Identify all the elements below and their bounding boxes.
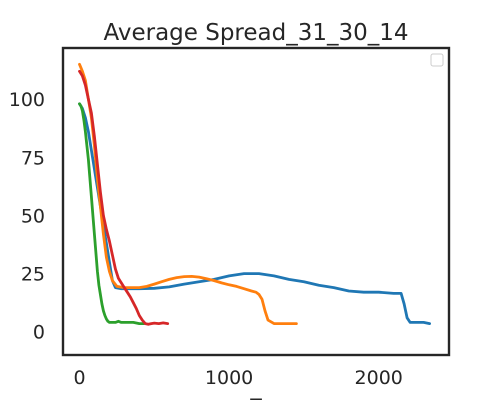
y-tick-label: 25 <box>21 264 45 286</box>
series-line-4 <box>78 69 170 326</box>
x-axis-ticks: 0 1000 2000 <box>73 367 402 389</box>
x-tick-label: 2000 <box>355 367 403 389</box>
x-axis-label: T <box>249 395 262 400</box>
x-tick-label: 1000 <box>205 367 253 389</box>
x-tick-label: 0 <box>73 367 85 389</box>
y-tick-label: 75 <box>21 147 45 169</box>
series-layer <box>78 62 432 326</box>
y-axis-ticks: 0 25 50 75 100 <box>9 89 45 344</box>
series-line-3 <box>78 102 146 326</box>
chart-title: Average Spread_31_30_14 <box>103 20 408 46</box>
plot-frame <box>61 46 451 357</box>
y-tick-label: 100 <box>9 89 45 111</box>
y-tick-label: 50 <box>21 206 45 228</box>
legend-box <box>430 53 444 67</box>
y-tick-label: 0 <box>33 322 45 344</box>
series-line-2 <box>78 62 298 326</box>
